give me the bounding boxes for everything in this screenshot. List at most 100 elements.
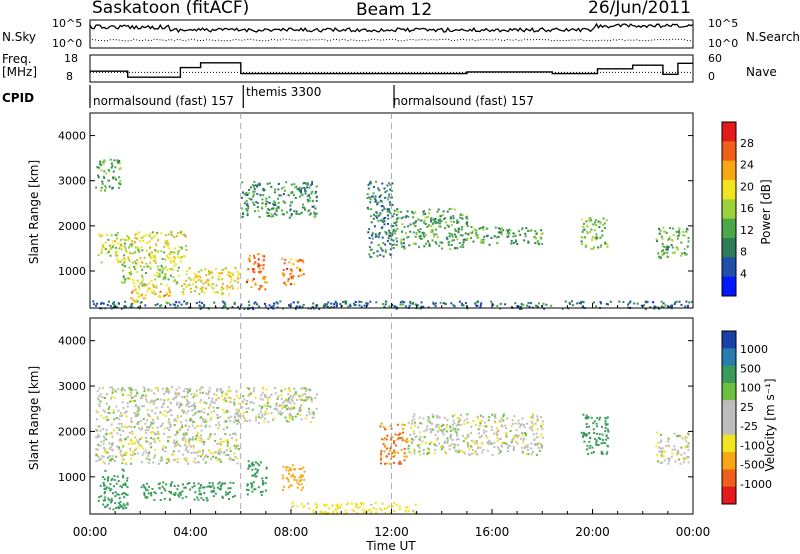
velocity-cell: [153, 456, 155, 459]
velocity-cell: [225, 394, 228, 397]
velocity-cell: [291, 505, 294, 508]
velocity-cell: [128, 387, 131, 390]
velocity-cell: [247, 407, 250, 410]
velocity-cell: [190, 445, 193, 448]
power-cell: [245, 204, 248, 207]
power-cell: [297, 275, 300, 278]
velocity-cell: [189, 418, 192, 420]
velocity-cell: [163, 410, 166, 412]
power-cell: [127, 257, 130, 260]
power-cell: [106, 233, 108, 236]
power-cell: [372, 186, 375, 188]
power-cell: [273, 204, 276, 207]
power-cell: [661, 242, 664, 245]
velocity-cell: [473, 451, 476, 454]
power-cell: [386, 239, 389, 242]
velocity-cell: [143, 494, 146, 496]
velocity-cell: [204, 418, 207, 421]
velocity-cell: [217, 482, 220, 485]
power-cell: [644, 301, 647, 304]
power-cell: [456, 247, 459, 250]
power-cell: [218, 275, 221, 278]
velocity-cell: [397, 434, 400, 436]
power-cell: [232, 287, 235, 290]
power-cell: [462, 304, 465, 307]
velocity-cell: [188, 444, 191, 446]
power-cell: [138, 295, 141, 298]
velocity-cell: [584, 417, 587, 420]
velocity-cell: [194, 405, 197, 408]
power-cell: [453, 208, 456, 211]
power-cell: [412, 222, 415, 225]
power-cell: [318, 308, 321, 310]
velocity-cell: [126, 405, 129, 408]
velocity-cell: [261, 413, 264, 416]
power-cell: [149, 267, 152, 270]
power-cell: [253, 302, 256, 305]
power-cell: [134, 241, 136, 244]
velocity-cell: [477, 428, 480, 431]
velocity-cell: [170, 414, 173, 416]
velocity-cell: [150, 421, 153, 424]
power-cell: [261, 202, 264, 205]
velocity-cell: [98, 496, 101, 499]
power-cell: [128, 266, 131, 269]
velocity-cell: [265, 395, 268, 398]
velocity-cell: [163, 432, 166, 435]
power-cell: [149, 232, 152, 235]
velocity-cell: [429, 428, 432, 430]
velocity-cell: [437, 415, 440, 418]
power-cell: [303, 187, 306, 189]
velocity-cell: [237, 397, 240, 400]
velocity-cell: [231, 458, 234, 461]
velocity-cell: [230, 415, 233, 418]
velocity-cell: [152, 418, 155, 421]
velocity-cell: [446, 442, 449, 444]
velocity-cell: [509, 430, 512, 432]
power-cell: [268, 304, 271, 307]
velocity-cell: [503, 442, 506, 445]
power-cell: [281, 257, 284, 260]
velocity-cell: [161, 422, 164, 425]
velocity-cell: [358, 506, 361, 509]
power-cell: [136, 259, 139, 262]
velocity-cell: [266, 397, 269, 400]
velocity-cell: [262, 386, 265, 389]
power-cell: [401, 303, 404, 306]
velocity-cell: [154, 399, 157, 402]
velocity-cell: [243, 398, 246, 401]
velocity-cell: [324, 504, 327, 507]
power-cell: [593, 246, 595, 249]
power-cell: [246, 194, 249, 196]
power-cell: [439, 220, 442, 223]
velocity-cell: [304, 387, 307, 390]
power-cell: [144, 304, 147, 307]
velocity-cell: [255, 415, 258, 418]
velocity-cell: [155, 387, 158, 390]
velocity-cell: [130, 440, 133, 443]
velocity-cell: [101, 455, 104, 458]
ytick-label: 2000: [58, 425, 86, 438]
velocity-cell: [223, 420, 226, 423]
power-cell: [276, 206, 279, 209]
power-cell: [506, 236, 509, 239]
velocity-cell: [481, 442, 484, 445]
power-cell: [418, 246, 420, 249]
cpid-ticks: [89, 85, 395, 108]
velocity-cell: [154, 449, 157, 451]
velocity-cell: [220, 387, 223, 390]
velocity-cell: [212, 455, 215, 458]
velocity-cell: [193, 427, 196, 430]
velocity-cell: [141, 405, 144, 408]
velocity-cell: [123, 389, 126, 392]
power-cell: [289, 204, 292, 207]
velocity-cell: [588, 440, 591, 443]
velocity-cell: [435, 444, 438, 447]
power-cell: [494, 226, 497, 229]
velocity-cell: [450, 433, 452, 436]
power-cell: [241, 196, 243, 199]
velocity-cell: [310, 400, 313, 403]
velocity-cell: [476, 453, 479, 456]
velocity-cell: [287, 486, 290, 489]
velocity-cell: [119, 437, 122, 440]
